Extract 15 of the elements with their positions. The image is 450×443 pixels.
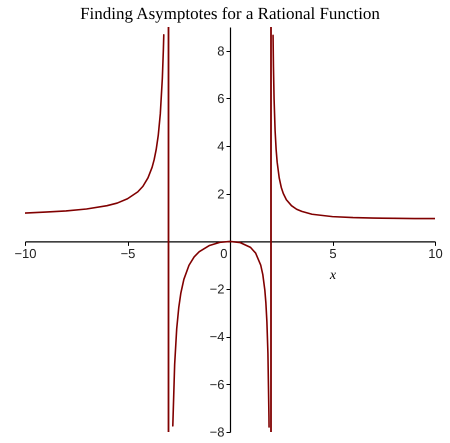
y-tick-label: −8 xyxy=(210,424,224,440)
y-tick-label: 6 xyxy=(217,90,224,106)
x-tick-label: −5 xyxy=(120,246,136,261)
y-tick-label: −6 xyxy=(210,376,224,392)
y-tick-label: 2 xyxy=(217,186,224,202)
x-tick-label: 5 xyxy=(329,246,337,261)
y-tick-label: 4 xyxy=(217,138,224,154)
y-tick-label: 8 xyxy=(217,43,224,58)
x-axis-title: x xyxy=(328,268,337,283)
y-tick-label: −4 xyxy=(210,329,224,344)
x-tick-label: 10 xyxy=(428,246,443,261)
y-tick-label: −2 xyxy=(210,282,224,297)
x-tick-label: −10 xyxy=(14,246,37,261)
chart-title: Finding Asymptotes for a Rational Function xyxy=(80,4,380,24)
x-tick-label: 0 xyxy=(220,246,228,261)
